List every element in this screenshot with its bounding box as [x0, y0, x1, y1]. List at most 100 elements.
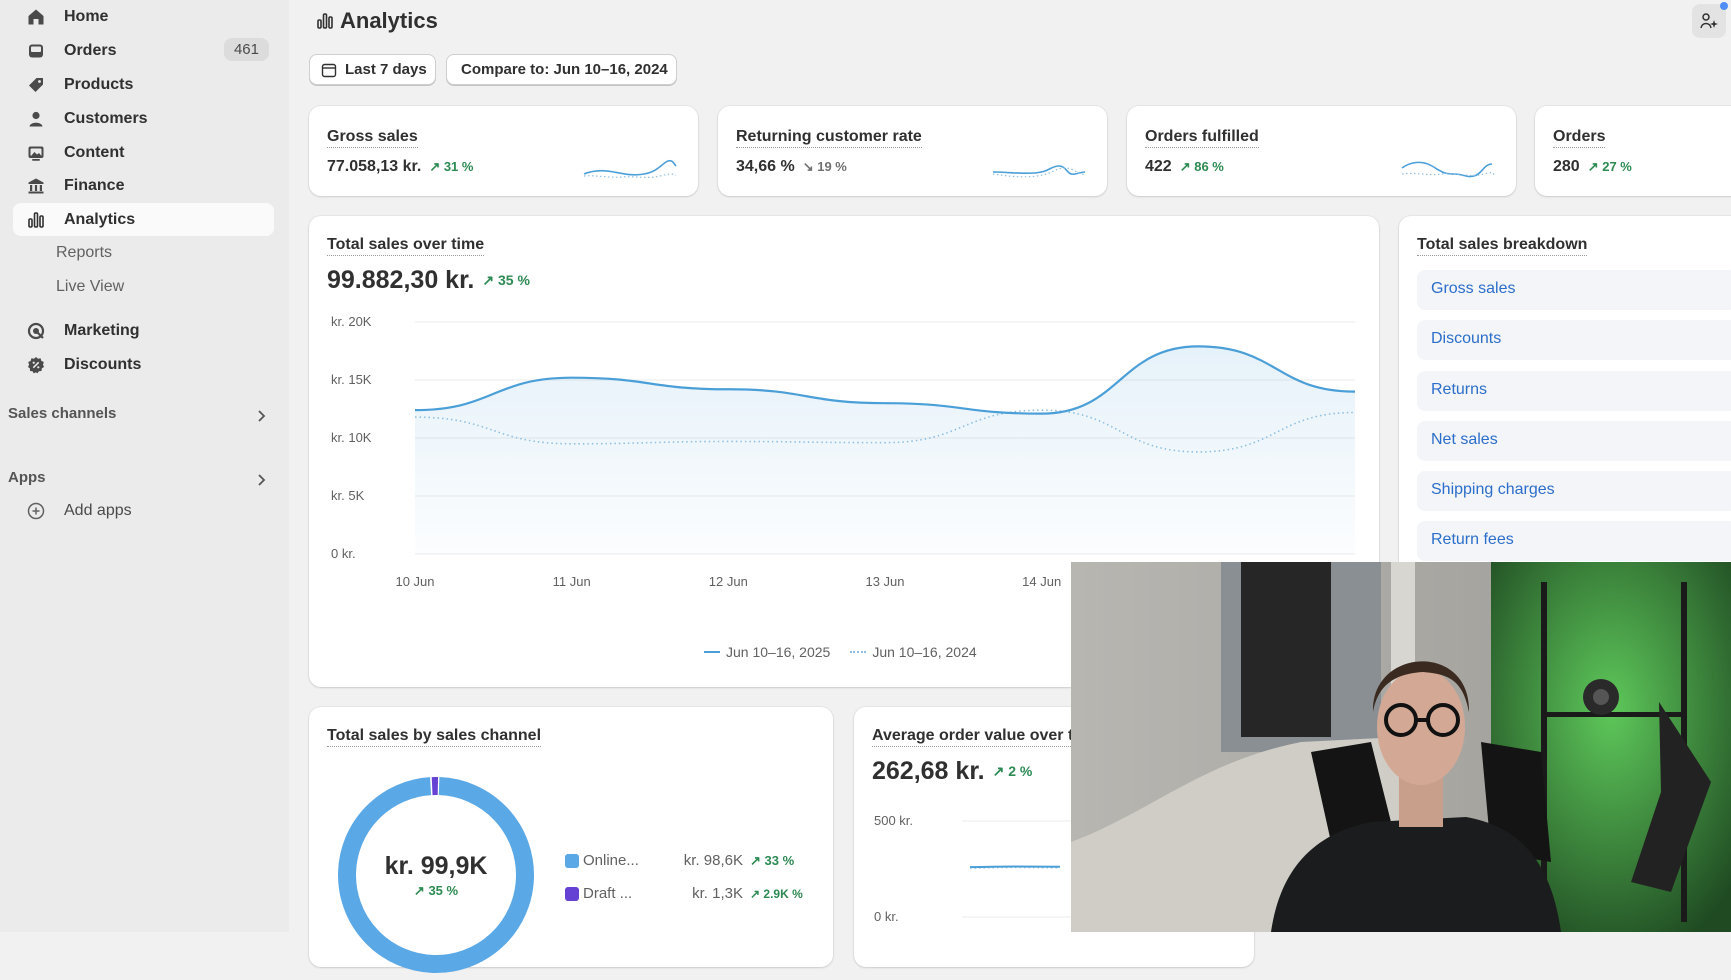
sidebar-item-orders[interactable]: Orders 461 — [13, 34, 274, 67]
tag-icon — [25, 74, 47, 96]
card-title: Total sales over time — [327, 236, 485, 256]
breakdown-row-shipping-charges[interactable]: Shipping charges — [1417, 471, 1731, 511]
chevron-right-icon[interactable] — [254, 473, 268, 487]
sidebar-item-customers[interactable]: Customers — [13, 102, 274, 135]
y-tick-label: 500 kr. — [874, 813, 913, 828]
aov-value-text: 262,68 kr. — [872, 757, 985, 785]
channel-name: Draft ... — [583, 885, 633, 902]
webcam-video-feed — [1071, 562, 1731, 932]
metric-card-returning-customer-rate[interactable]: Returning customer rate 34,66 % ↘ 19 % — [718, 106, 1107, 196]
aov-change: ↗ 2 % — [992, 763, 1033, 779]
breakdown-row-gross-sales[interactable]: Gross sales — [1417, 270, 1731, 310]
channel-change-text: 33 % — [764, 852, 795, 868]
metric-title: Orders — [1553, 128, 1606, 148]
y-tick-label: kr. 15K — [331, 372, 372, 387]
sales-channels-heading[interactable]: Sales channels — [8, 405, 117, 422]
add-apps-button[interactable]: Add apps — [13, 494, 274, 527]
x-tick-label: 10 Jun — [395, 574, 434, 589]
breakdown-row-label[interactable]: Return fees — [1431, 531, 1514, 548]
breakdown-row-returns[interactable]: Returns — [1417, 371, 1731, 411]
channel-change: ↗ 2.9K % — [750, 886, 803, 901]
sidebar-subitem-reports[interactable]: Reports — [56, 244, 113, 261]
breakdown-row-discounts[interactable]: Discounts — [1417, 320, 1731, 360]
metric-value: 77.058,13 kr. ↗ 31 % — [327, 158, 473, 176]
sidebar-item-label: Discounts — [64, 355, 142, 373]
breakdown-row-label[interactable]: Discounts — [1431, 330, 1502, 347]
sales-by-channel-card: Total sales by sales channel kr. 99,9K ↗… — [309, 707, 833, 973]
breakdown-row-return-fees[interactable]: Return fees — [1417, 521, 1731, 561]
sidebar-subitem-live-view[interactable]: Live View — [56, 278, 125, 295]
chart-legend: Jun 10–16, 2025 Jun 10–16, 2024 — [704, 644, 977, 660]
y-tick-label: kr. 10K — [331, 430, 372, 445]
sidebar-item-label: Orders — [64, 41, 117, 59]
sidebar-item-label: Products — [64, 75, 134, 93]
metric-title: Returning customer rate — [736, 128, 922, 148]
metric-card-orders[interactable]: Orders 280 ↗ 27 % — [1535, 106, 1731, 196]
sidebar-item-label: Analytics — [64, 210, 136, 228]
plus-circle-icon — [25, 500, 47, 522]
donut-slice — [338, 777, 534, 973]
apps-heading[interactable]: Apps — [8, 469, 46, 486]
legend-swatch — [565, 886, 579, 901]
target-icon — [25, 320, 47, 342]
page-header: Analytics — [316, 8, 438, 34]
metric-value: 34,66 % ↘ 19 % — [736, 158, 847, 176]
breakdown-row-label[interactable]: Returns — [1431, 381, 1488, 398]
bar-chart-icon — [317, 13, 333, 29]
channel-value: kr. 98,6K — [683, 852, 743, 869]
sidebar-item-finance[interactable]: Finance — [13, 169, 274, 202]
donut-center: kr. 99,9K ↗ 35 % — [331, 852, 541, 899]
metric-change-text: 19 % — [817, 159, 847, 174]
x-tick-label: 12 Jun — [709, 574, 748, 589]
sidebar-item-label: Customers — [64, 109, 148, 127]
metric-card-orders-fulfilled[interactable]: Orders fulfilled 422 ↗ 86 % — [1127, 106, 1516, 196]
compare-label: Compare to: Jun 10–16, 2024 — [461, 61, 668, 78]
total-sales-breakdown-card: Total sales breakdown Gross sales Discou… — [1399, 216, 1731, 616]
breakdown-row-label[interactable]: Net sales — [1431, 431, 1498, 448]
sparkline — [992, 165, 1086, 178]
metric-change: ↗ 31 % — [429, 159, 474, 174]
sidebar-item-content[interactable]: Content — [13, 136, 274, 169]
bar-chart-icon — [25, 209, 47, 231]
add-apps-label: Add apps — [64, 501, 132, 519]
metric-value-text: 422 — [1145, 158, 1172, 175]
y-tick-label: kr. 20K — [331, 314, 372, 329]
channel-change-text: 2.9K % — [763, 886, 803, 901]
legend-swatch-previous — [850, 651, 867, 653]
card-title: Total sales breakdown — [1417, 236, 1588, 256]
sidebar-item-home[interactable]: Home — [13, 0, 274, 33]
sidebar-item-label: Finance — [64, 176, 125, 194]
channel-value: kr. 1,3K — [692, 885, 743, 902]
total-sales-value-text: 99.882,30 kr. — [327, 266, 475, 294]
breakdown-row-label[interactable]: Shipping charges — [1431, 481, 1555, 498]
total-sales-value: 99.882,30 kr. ↗ 35 % — [327, 266, 530, 295]
series-line-current — [414, 345, 1356, 415]
metric-value-text: 280 — [1553, 158, 1580, 175]
metric-change-text: 31 % — [443, 159, 474, 174]
sidekick-button[interactable] — [1692, 2, 1728, 38]
metric-value: 280 ↗ 27 % — [1553, 158, 1632, 176]
metric-value-text: 77.058,13 kr. — [327, 158, 422, 175]
breakdown-row-net-sales[interactable]: Net sales — [1417, 421, 1731, 461]
chevron-right-icon[interactable] — [254, 409, 268, 423]
donut-center-change-text: 35 % — [428, 883, 459, 898]
compare-button[interactable]: Compare to: Jun 10–16, 2024 — [446, 54, 677, 85]
sidebar-item-products[interactable]: Products — [13, 68, 274, 101]
date-range-button[interactable]: Last 7 days — [309, 54, 436, 85]
sidebar-item-label: Marketing — [64, 321, 140, 339]
metric-title: Orders fulfilled — [1145, 128, 1259, 148]
sidebar-item-analytics[interactable]: Analytics — [13, 203, 274, 236]
card-title: Average order value over t — [872, 727, 1074, 747]
breakdown-row-label[interactable]: Gross sales — [1431, 280, 1516, 297]
sparkline — [1401, 161, 1495, 178]
sidebar-item-marketing[interactable]: Marketing — [13, 314, 274, 347]
card-title: Total sales by sales channel — [327, 727, 542, 747]
metric-card-gross-sales[interactable]: Gross sales 77.058,13 kr. ↗ 31 % — [309, 106, 698, 196]
discount-icon — [25, 354, 47, 376]
sidebar: Home Orders 461 Products Customers Conte… — [0, 0, 289, 932]
metric-change: ↗ 86 % — [1179, 159, 1224, 174]
sidebar-item-discounts[interactable]: Discounts — [13, 348, 274, 381]
calendar-icon — [321, 63, 337, 77]
aov-change-text: 2 % — [1008, 763, 1033, 779]
inbox-icon — [25, 40, 47, 62]
